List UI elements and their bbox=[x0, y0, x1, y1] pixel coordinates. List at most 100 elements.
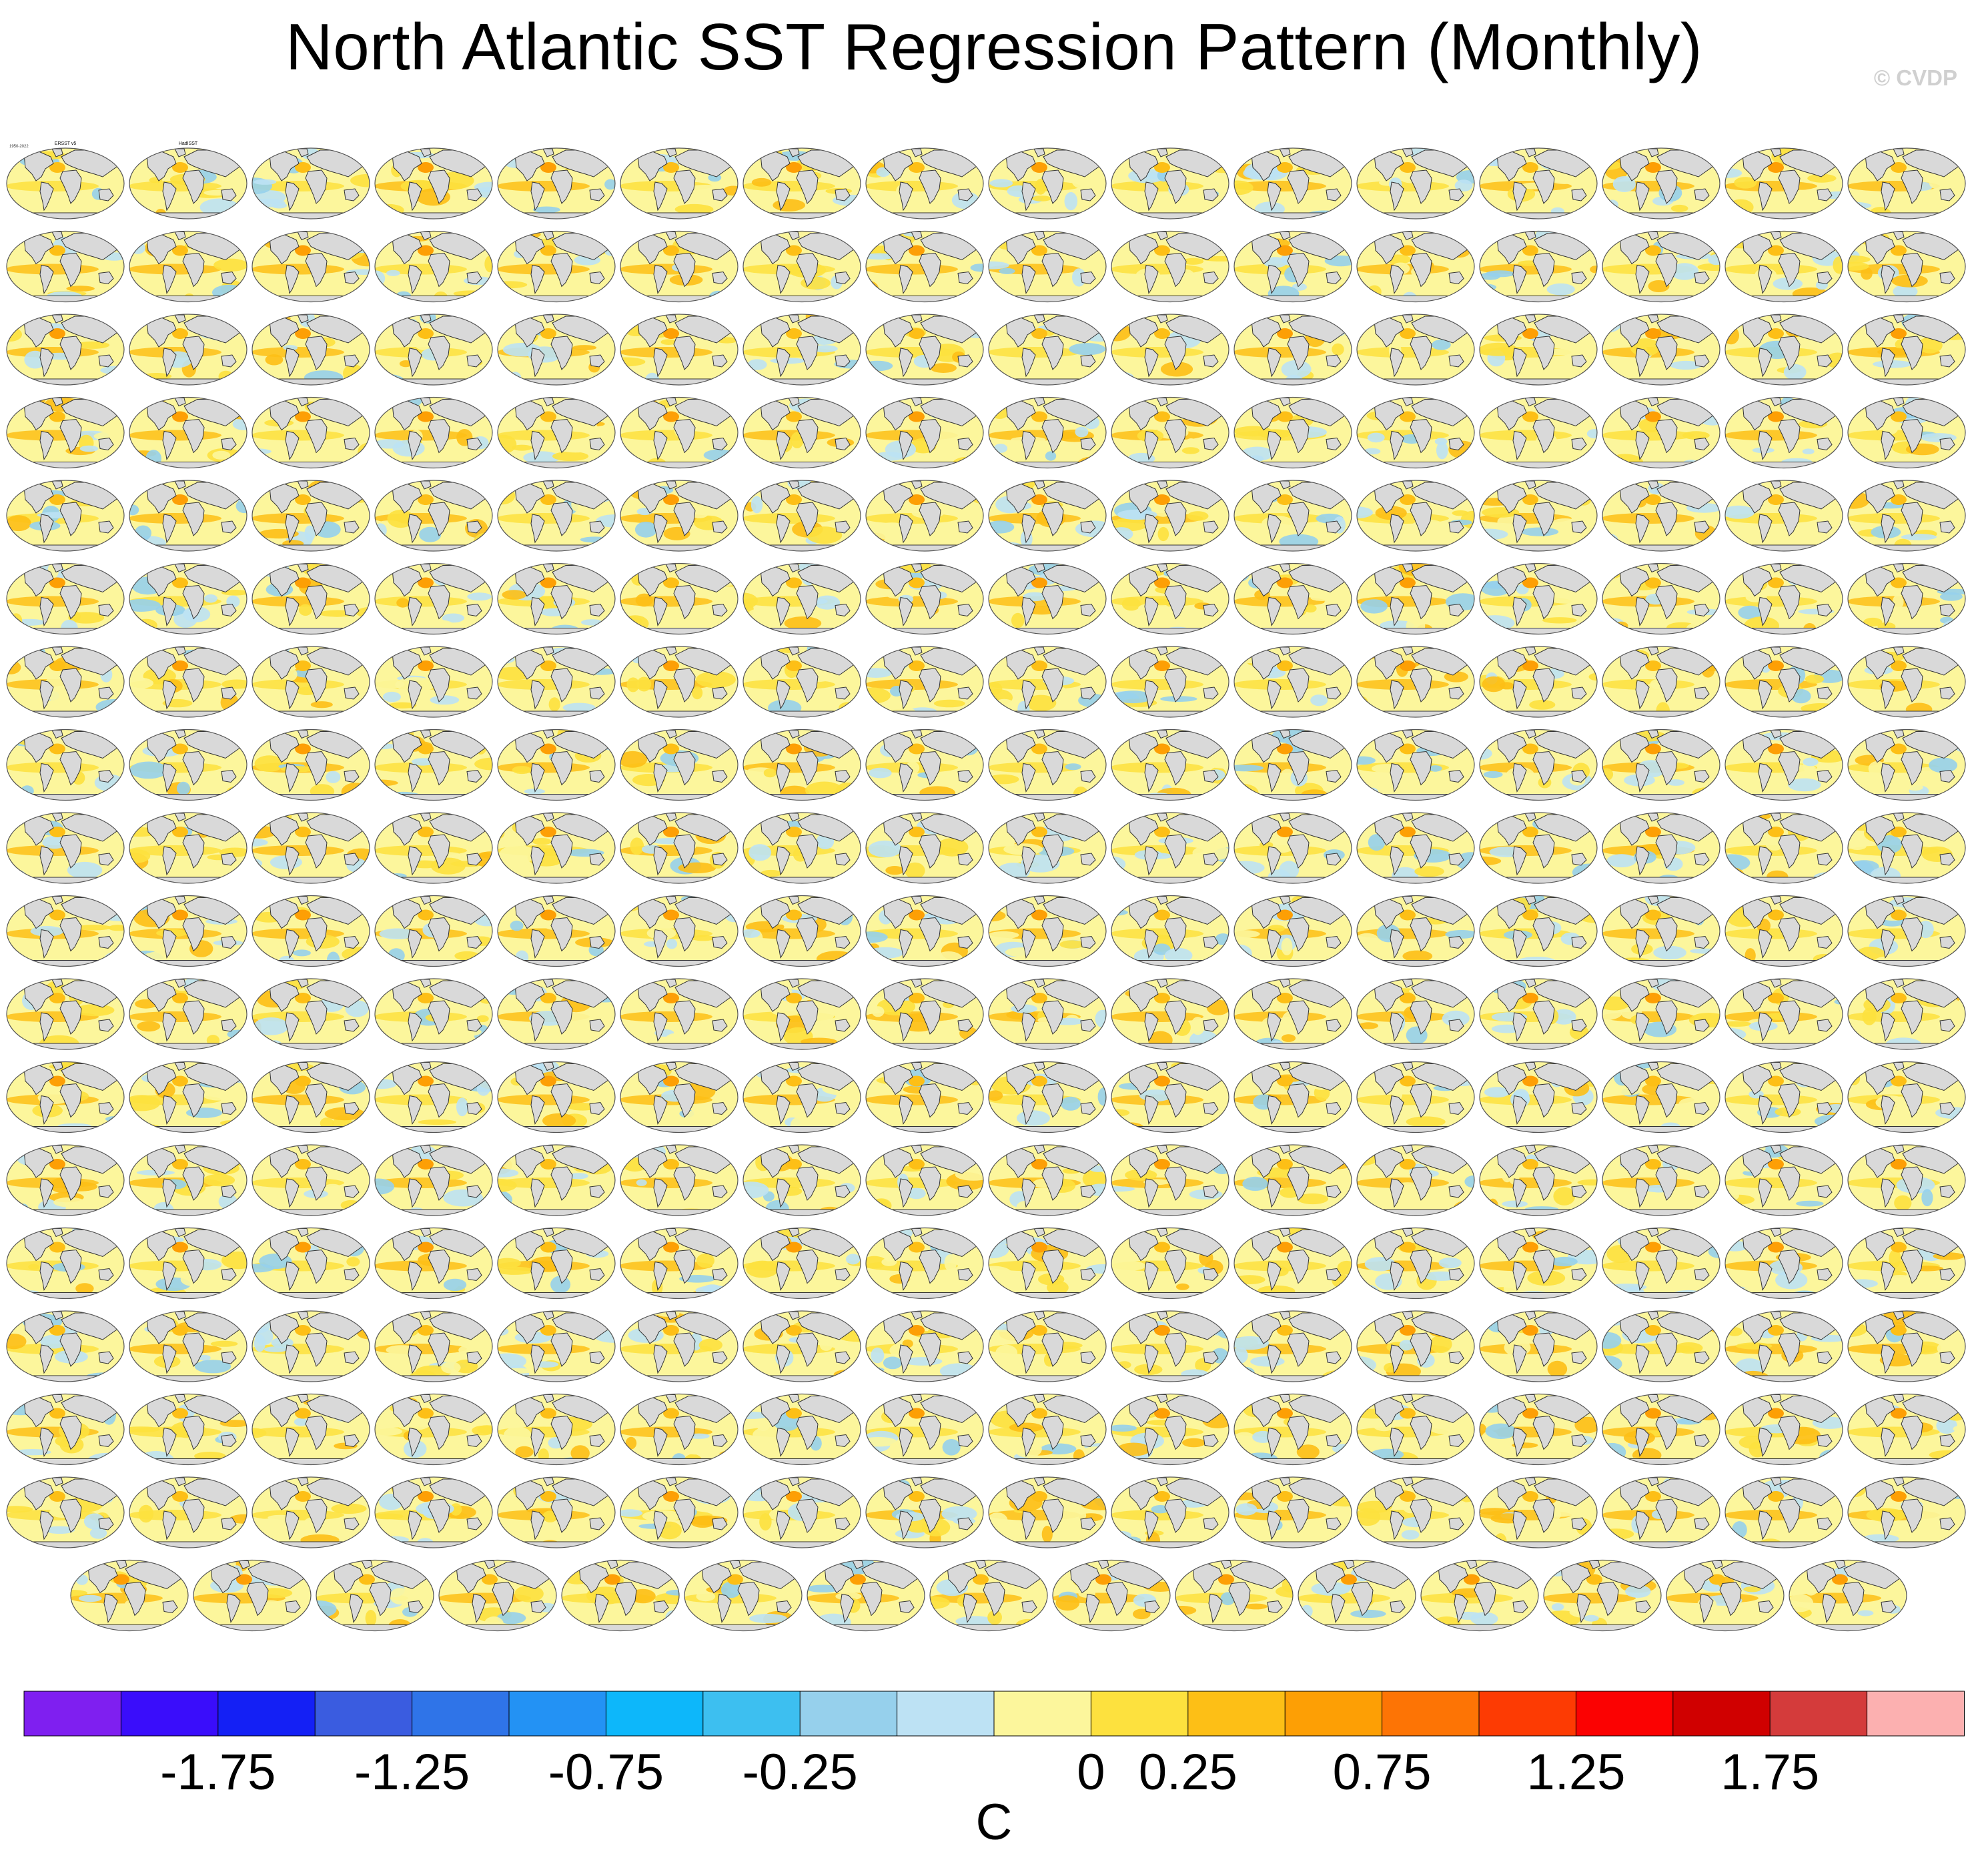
map-panel bbox=[620, 1227, 738, 1300]
colorbar-tick-label: 0.75 bbox=[1333, 1744, 1432, 1801]
map-panel bbox=[742, 480, 861, 552]
map-panel bbox=[929, 1559, 1048, 1632]
map-panel bbox=[1847, 812, 1966, 884]
map-panel bbox=[1356, 1061, 1475, 1133]
map-panel-grid: ERSST v5 1950-2022 HadISST bbox=[6, 141, 1966, 1632]
watermark: © CVDP bbox=[1873, 65, 1957, 90]
map-panel bbox=[1724, 1144, 1843, 1216]
map-panel bbox=[1356, 812, 1475, 884]
map-panel bbox=[252, 1144, 370, 1216]
map-panel bbox=[742, 562, 861, 635]
map-panel bbox=[129, 1227, 247, 1300]
map-panel bbox=[6, 1144, 125, 1216]
colorbar-tick-labels: -1.75 -1.25 -0.75 -0.25 0 0.25 0.75 1.25 1.75 bbox=[160, 1744, 1819, 1801]
map-panel bbox=[374, 729, 493, 801]
map-panel bbox=[497, 1061, 616, 1133]
colorbar-swatch bbox=[314, 1691, 413, 1737]
map-panel bbox=[1111, 978, 1229, 1050]
map-panel bbox=[1724, 480, 1843, 552]
map-panel bbox=[497, 978, 616, 1050]
map-panel bbox=[252, 230, 370, 303]
map-panel bbox=[742, 1227, 861, 1300]
map-panel bbox=[1602, 562, 1720, 635]
map-panel bbox=[865, 895, 984, 967]
map-panel bbox=[1724, 646, 1843, 718]
map-panel bbox=[1602, 147, 1720, 219]
map-panel bbox=[497, 396, 616, 469]
map-panel bbox=[374, 1310, 493, 1382]
map-panel bbox=[988, 396, 1107, 469]
map-panel bbox=[1479, 1144, 1598, 1216]
colorbar-tick-label: 0 bbox=[1077, 1744, 1105, 1801]
map-panel bbox=[252, 1476, 370, 1548]
map-panel bbox=[865, 1476, 984, 1548]
map-panel bbox=[865, 396, 984, 469]
map-panel bbox=[6, 1476, 125, 1548]
map-panel bbox=[1233, 1227, 1352, 1300]
map-panel bbox=[1111, 147, 1229, 219]
map-panel bbox=[129, 230, 247, 303]
map-panel bbox=[988, 480, 1107, 552]
map-panel bbox=[1479, 314, 1598, 386]
map-panel bbox=[988, 1227, 1107, 1300]
map-panel bbox=[865, 1227, 984, 1300]
map-panel bbox=[497, 1227, 616, 1300]
map-panel bbox=[988, 978, 1107, 1050]
map-panel bbox=[1602, 230, 1720, 303]
map-panel bbox=[742, 396, 861, 469]
map-panel bbox=[742, 812, 861, 884]
map-panel bbox=[988, 562, 1107, 635]
map-panel bbox=[1233, 1393, 1352, 1466]
map-panel bbox=[129, 314, 247, 386]
map-panel bbox=[865, 562, 984, 635]
map-panel bbox=[742, 1310, 861, 1382]
colorbar-swatch bbox=[1090, 1691, 1189, 1737]
map-panel bbox=[252, 480, 370, 552]
map-panel bbox=[1543, 1559, 1662, 1632]
map-panel bbox=[865, 1144, 984, 1216]
map-panel bbox=[1724, 147, 1843, 219]
map-panel bbox=[497, 895, 616, 967]
map-panel bbox=[1789, 1559, 1907, 1632]
map-panel bbox=[252, 314, 370, 386]
map-panel bbox=[742, 147, 861, 219]
map-panel bbox=[865, 978, 984, 1050]
map-panel bbox=[1356, 1144, 1475, 1216]
map-panel bbox=[1356, 230, 1475, 303]
map-panel bbox=[497, 1310, 616, 1382]
map-panel bbox=[742, 314, 861, 386]
map-panel bbox=[1111, 230, 1229, 303]
map-panel bbox=[497, 646, 616, 718]
map-panel bbox=[1111, 480, 1229, 552]
map-panel bbox=[620, 1310, 738, 1382]
map-panel bbox=[1847, 562, 1966, 635]
map-panel bbox=[1111, 1393, 1229, 1466]
map-panel bbox=[1602, 978, 1720, 1050]
map-panel bbox=[1847, 480, 1966, 552]
map-panel bbox=[1233, 147, 1352, 219]
map-panel bbox=[1724, 1227, 1843, 1300]
map-panel bbox=[1847, 147, 1966, 219]
map-panel bbox=[865, 147, 984, 219]
map-panel bbox=[1356, 1393, 1475, 1466]
map-panel bbox=[374, 480, 493, 552]
map-panel bbox=[1111, 1476, 1229, 1548]
map-panel bbox=[6, 978, 125, 1050]
colorbar-swatch bbox=[799, 1691, 898, 1737]
map-panel bbox=[1847, 978, 1966, 1050]
map-panel bbox=[129, 1393, 247, 1466]
map-panel bbox=[742, 1061, 861, 1133]
map-panel bbox=[316, 1559, 434, 1632]
map-panel bbox=[1356, 729, 1475, 801]
map-panel bbox=[374, 1061, 493, 1133]
map-panel bbox=[6, 480, 125, 552]
map-panel bbox=[1111, 1310, 1229, 1382]
map-panel bbox=[1233, 480, 1352, 552]
map-panel bbox=[374, 230, 493, 303]
map-panel bbox=[129, 729, 247, 801]
map-panel bbox=[1233, 978, 1352, 1050]
map-panel bbox=[1479, 895, 1598, 967]
map-panel bbox=[6, 230, 125, 303]
colorbar-swatch bbox=[1478, 1691, 1577, 1737]
colorbar-swatches bbox=[23, 1691, 1965, 1737]
